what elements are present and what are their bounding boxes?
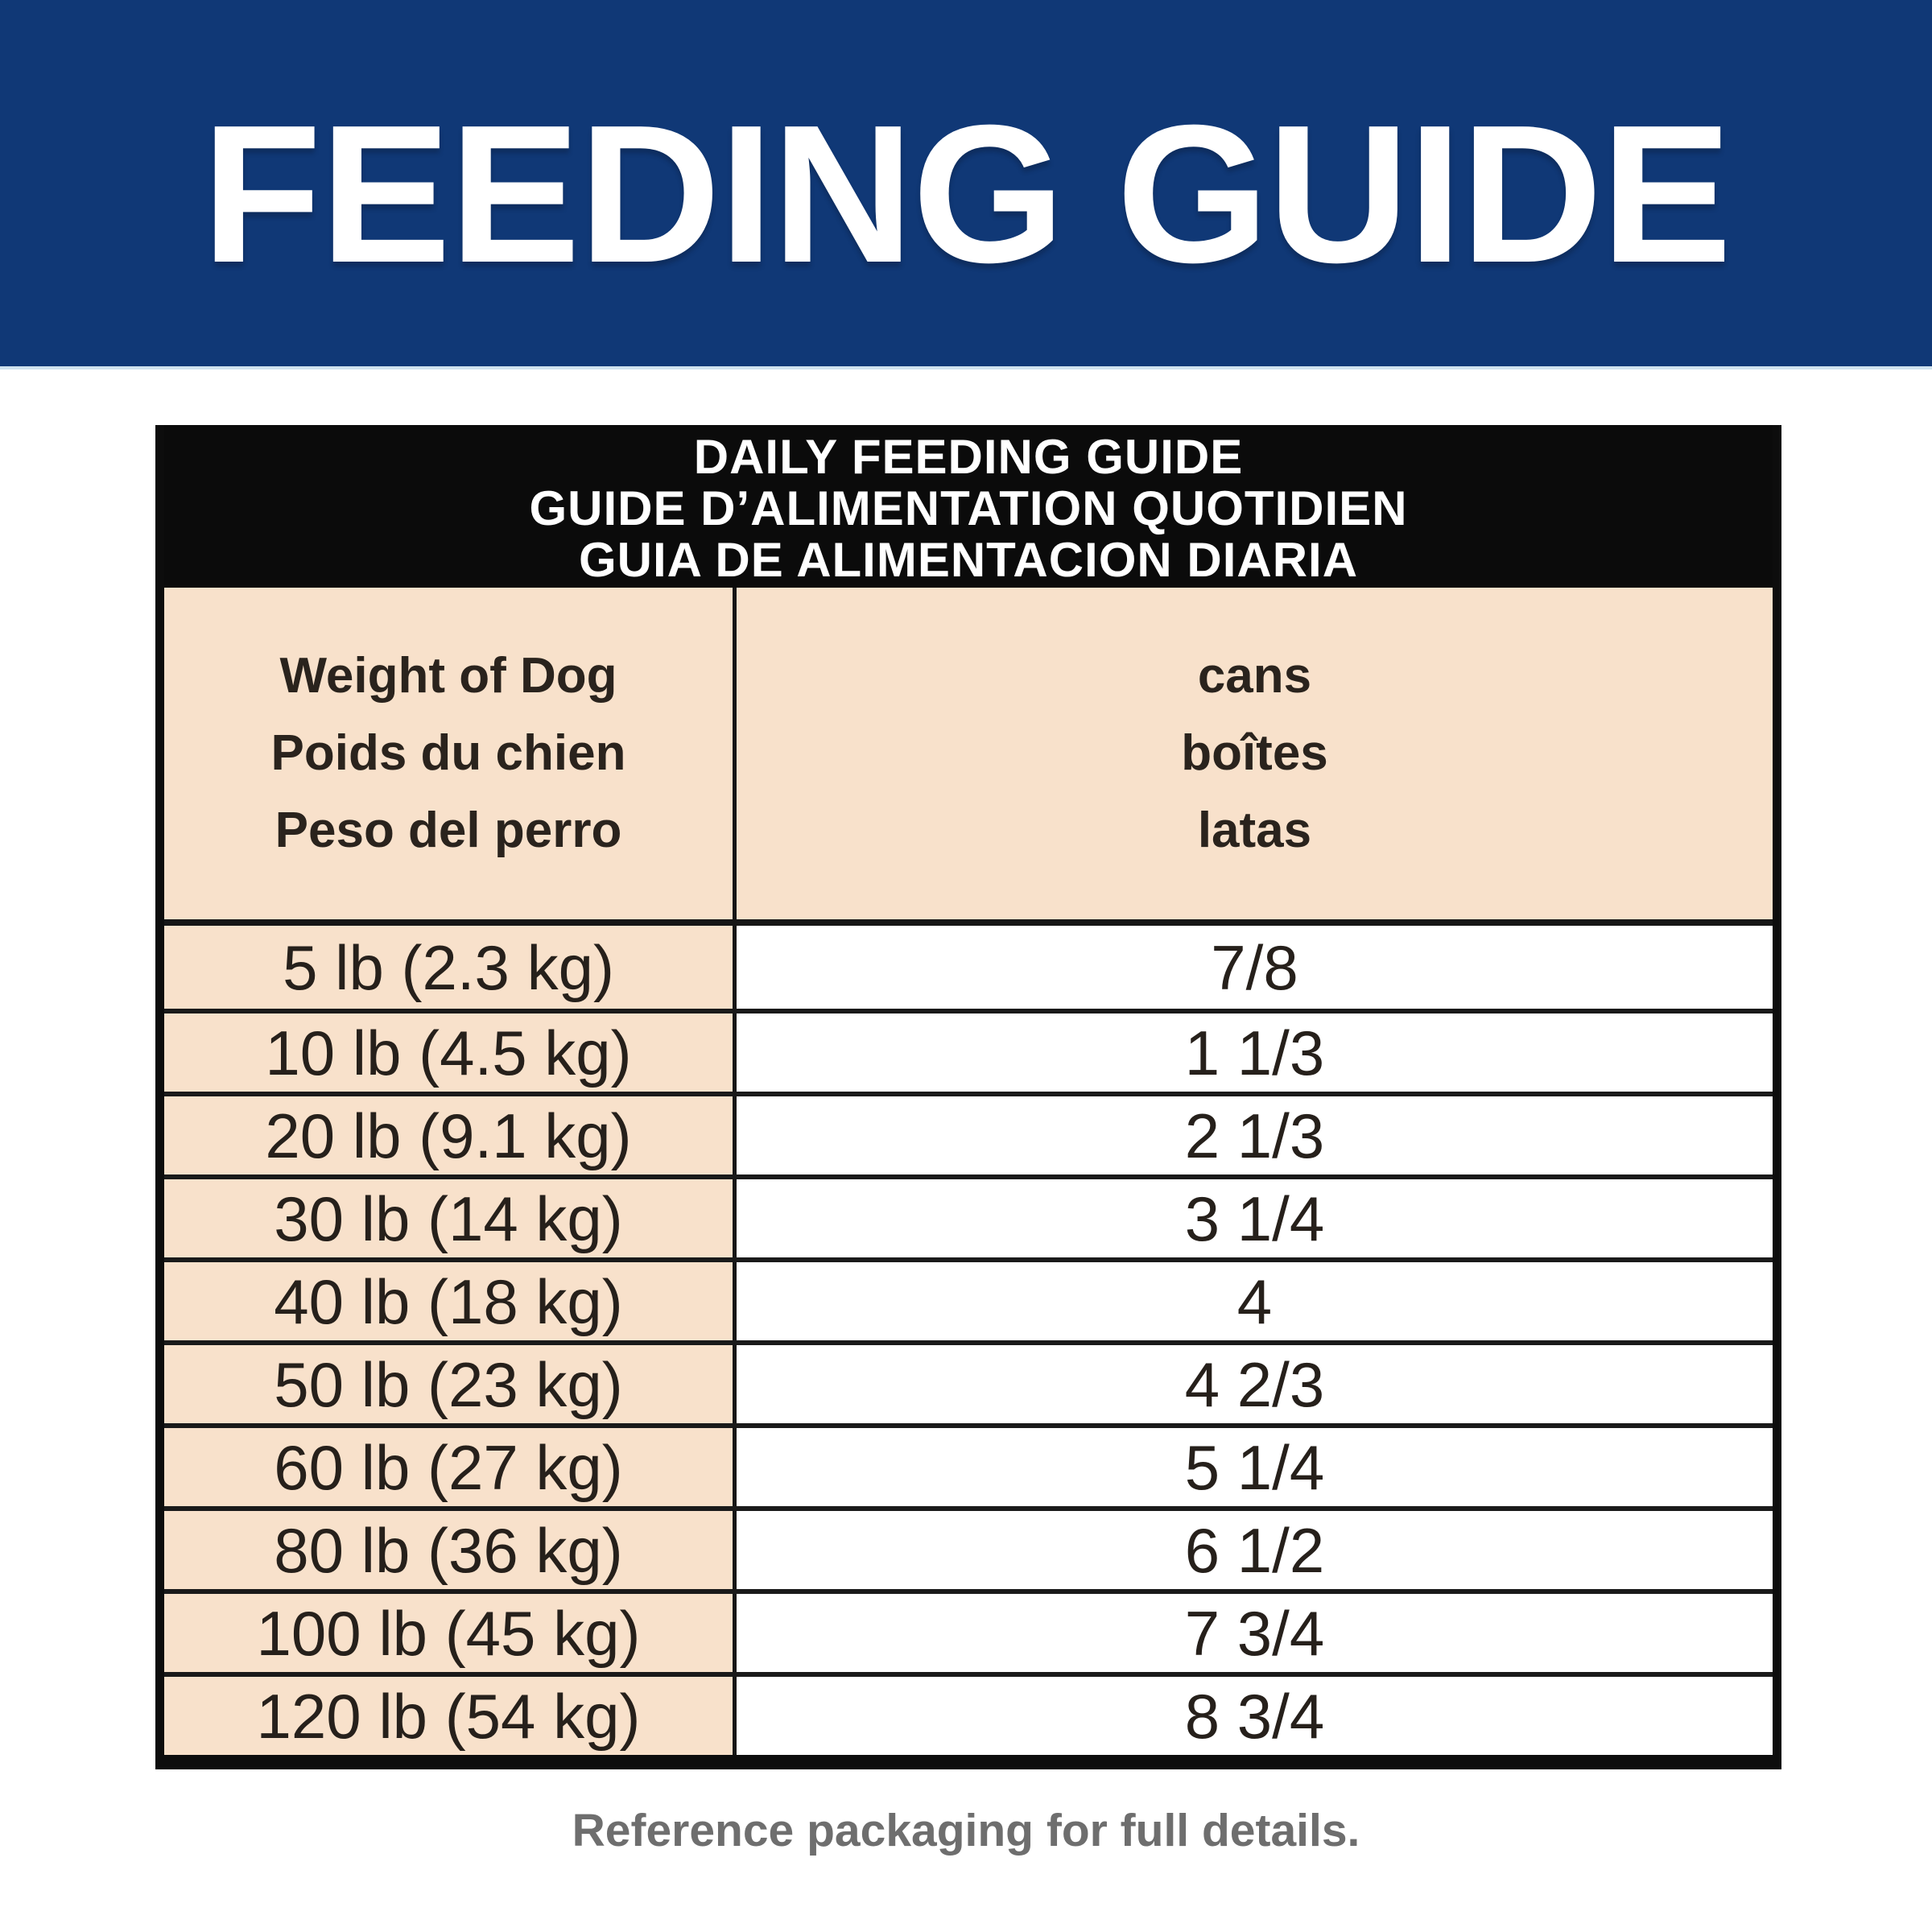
table-row: 100 lb (45 kg) 7 3/4 bbox=[164, 1589, 1773, 1672]
page-title: FEEDING GUIDE bbox=[201, 83, 1732, 303]
cans-header-french: boîtes bbox=[1181, 725, 1328, 781]
column-headers: Weight of Dog Poids du chien Peso del pe… bbox=[164, 588, 1773, 926]
daily-feeding-table: DAILY FEEDING GUIDE GUIDE D’ALIMENTATION… bbox=[155, 425, 1781, 1769]
cans-cell: 7 3/4 bbox=[737, 1594, 1773, 1672]
weight-cell: 100 lb (45 kg) bbox=[164, 1594, 737, 1672]
weight-cell: 120 lb (54 kg) bbox=[164, 1677, 737, 1755]
table-row: 60 lb (27 kg) 5 1/4 bbox=[164, 1423, 1773, 1506]
cans-cell: 4 bbox=[737, 1262, 1773, 1340]
weight-header-french: Poids du chien bbox=[270, 725, 626, 781]
table-title-line-english: DAILY FEEDING GUIDE bbox=[693, 430, 1244, 484]
weight-cell: 5 lb (2.3 kg) bbox=[164, 926, 737, 1009]
cans-cell: 2 1/3 bbox=[737, 1096, 1773, 1174]
footer-note: Reference packaging for full details. bbox=[572, 1805, 1360, 1856]
cans-cell: 7/8 bbox=[737, 926, 1773, 1009]
table-row: 30 lb (14 kg) 3 1/4 bbox=[164, 1174, 1773, 1257]
cans-column-header: cans boîtes latas bbox=[737, 588, 1773, 919]
weight-header-english: Weight of Dog bbox=[279, 648, 617, 704]
cans-header-english: cans bbox=[1197, 648, 1312, 704]
weight-cell: 20 lb (9.1 kg) bbox=[164, 1096, 737, 1174]
weight-cell: 60 lb (27 kg) bbox=[164, 1428, 737, 1506]
weight-cell: 50 lb (23 kg) bbox=[164, 1345, 737, 1423]
table-row: 5 lb (2.3 kg) 7/8 bbox=[164, 926, 1773, 1009]
weight-header-spanish: Peso del perro bbox=[275, 803, 622, 858]
weight-cell: 40 lb (18 kg) bbox=[164, 1262, 737, 1340]
cans-cell: 1 1/3 bbox=[737, 1013, 1773, 1092]
banner: FEEDING GUIDE bbox=[0, 0, 1932, 369]
weight-column-header: Weight of Dog Poids du chien Peso del pe… bbox=[164, 588, 737, 919]
cans-cell: 5 1/4 bbox=[737, 1428, 1773, 1506]
table-title-line-spanish: GUIA DE ALIMENTACION DIARIA bbox=[578, 533, 1359, 587]
table-row: 40 lb (18 kg) 4 bbox=[164, 1257, 1773, 1340]
cans-cell: 3 1/4 bbox=[737, 1179, 1773, 1257]
cans-header-spanish: latas bbox=[1197, 803, 1312, 858]
table-title: DAILY FEEDING GUIDE GUIDE D’ALIMENTATION… bbox=[164, 425, 1773, 588]
table-title-line-french: GUIDE D’ALIMENTATION QUOTIDIEN bbox=[529, 481, 1408, 535]
weight-cell: 80 lb (36 kg) bbox=[164, 1511, 737, 1589]
weight-cell: 30 lb (14 kg) bbox=[164, 1179, 737, 1257]
table-row: 20 lb (9.1 kg) 2 1/3 bbox=[164, 1092, 1773, 1174]
table-row: 80 lb (36 kg) 6 1/2 bbox=[164, 1506, 1773, 1589]
cans-cell: 8 3/4 bbox=[737, 1677, 1773, 1755]
weight-cell: 10 lb (4.5 kg) bbox=[164, 1013, 737, 1092]
table-row: 10 lb (4.5 kg) 1 1/3 bbox=[164, 1009, 1773, 1092]
table-body: 5 lb (2.3 kg) 7/8 10 lb (4.5 kg) 1 1/3 20 lb… bbox=[164, 926, 1773, 1755]
table-row: 50 lb (23 kg) 4 2/3 bbox=[164, 1340, 1773, 1423]
cans-cell: 4 2/3 bbox=[737, 1345, 1773, 1423]
cans-cell: 6 1/2 bbox=[737, 1511, 1773, 1589]
table-row: 120 lb (54 kg) 8 3/4 bbox=[164, 1672, 1773, 1755]
